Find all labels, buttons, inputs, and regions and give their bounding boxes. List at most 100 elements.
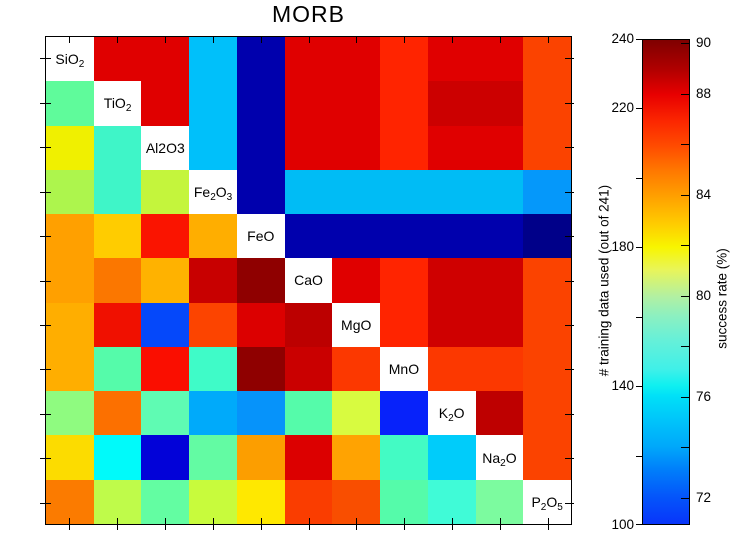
heatmap-cell xyxy=(475,37,524,82)
x-tick-bottom xyxy=(213,518,214,530)
heatmap-cell xyxy=(93,391,142,436)
heatmap-cell xyxy=(523,435,571,480)
heatmap-cell xyxy=(284,479,333,524)
heatmap-cell xyxy=(475,125,524,170)
diagonal-label-cell: CaO xyxy=(284,258,333,303)
x-tick-bottom xyxy=(117,518,118,530)
heatmap-cell xyxy=(523,125,571,170)
heatmap-cell xyxy=(46,81,94,126)
colorbar-right-tick xyxy=(681,296,689,297)
y-tick-right xyxy=(565,236,574,237)
heatmap-cell xyxy=(284,391,333,436)
heatmap-cell xyxy=(332,214,381,259)
x-tick-bottom xyxy=(356,518,357,530)
heatmap-cell xyxy=(236,435,285,480)
oxide-label: P2O5 xyxy=(531,493,563,513)
heatmap-cell xyxy=(93,125,142,170)
heatmap-cell xyxy=(475,258,524,303)
heatmap-cell xyxy=(427,214,476,259)
colorbar-right-tick xyxy=(681,245,689,246)
oxide-label: CaO xyxy=(294,272,323,289)
heatmap-cell xyxy=(189,302,237,347)
heatmap-cell xyxy=(236,479,285,524)
x-tick-bottom xyxy=(309,518,310,530)
heatmap-cell xyxy=(380,435,428,480)
heatmap-cell xyxy=(189,125,237,170)
heatmap-cell xyxy=(284,125,333,170)
oxide-label: Na2O xyxy=(482,449,517,469)
heatmap-cell xyxy=(141,37,190,82)
heatmap-cell xyxy=(141,169,190,215)
heatmap-cell xyxy=(427,479,476,524)
y-tick-right xyxy=(565,503,574,504)
heatmap-cell xyxy=(284,81,333,126)
heatmap-cell xyxy=(427,125,476,170)
heatmap-cell xyxy=(475,214,524,259)
heatmap-cell xyxy=(332,346,381,392)
x-tick-bottom xyxy=(500,518,501,530)
y-tick-left xyxy=(40,369,51,370)
heatmap-cell xyxy=(475,169,524,215)
y-tick-right xyxy=(565,414,574,415)
heatmap-cell xyxy=(332,81,381,126)
heatmap-cell xyxy=(380,391,428,436)
diagonal-label-cell: Fe2O3 xyxy=(189,169,237,215)
y-tick-left xyxy=(40,103,51,104)
heatmap-cell xyxy=(380,214,428,259)
heatmap-cell xyxy=(523,37,571,82)
x-tick-top xyxy=(117,37,118,43)
heatmap-cell xyxy=(141,435,190,480)
heatmap-cell xyxy=(141,214,190,259)
heatmap-cell xyxy=(427,346,476,392)
heatmap-cell xyxy=(189,391,237,436)
heatmap-cell xyxy=(93,214,142,259)
y-tick-right xyxy=(565,458,574,459)
diagonal-label-cell: FeO xyxy=(236,214,285,259)
x-tick-bottom xyxy=(165,518,166,530)
oxide-label: TiO2 xyxy=(103,95,132,115)
colorbar-right-tick xyxy=(681,346,689,347)
heatmap-cell xyxy=(236,125,285,170)
heatmap-cell xyxy=(93,302,142,347)
x-tick-top xyxy=(404,37,405,43)
y-tick-right xyxy=(565,369,574,370)
heatmap-cell xyxy=(189,435,237,480)
x-tick-top xyxy=(69,37,70,43)
oxide-label: K2O xyxy=(438,405,465,425)
heatmap-cell xyxy=(523,258,571,303)
y-tick-left xyxy=(40,147,51,148)
x-tick-top xyxy=(452,37,453,43)
y-tick-left xyxy=(40,281,51,282)
heatmap-cell xyxy=(284,169,333,215)
y-tick-right xyxy=(565,147,574,148)
heatmap-cell xyxy=(284,435,333,480)
colorbar-left-tick-label: 140 xyxy=(611,378,634,393)
y-tick-left xyxy=(40,503,51,504)
heatmap-cell xyxy=(236,169,285,215)
colorbar-left-tick xyxy=(636,108,643,109)
colorbar-left-tick xyxy=(636,317,643,318)
heatmap-cell xyxy=(46,302,94,347)
heatmap-cell xyxy=(380,81,428,126)
oxide-label: Fe2O3 xyxy=(193,183,233,203)
diagonal-label-cell: MgO xyxy=(332,302,381,347)
oxide-label: SiO2 xyxy=(55,51,85,71)
heatmap-cell xyxy=(189,346,237,392)
heatmap-cell xyxy=(380,479,428,524)
heatmap-cell xyxy=(523,302,571,347)
colorbar-left-axis-title: # training data used (out of 241) xyxy=(596,184,612,377)
colorbar-right-tick xyxy=(681,43,689,44)
heatmap-cell xyxy=(427,81,476,126)
heatmap-cell xyxy=(475,391,524,436)
oxide-label: MnO xyxy=(388,361,420,378)
heatmap-cell xyxy=(189,81,237,126)
heatmap-cell xyxy=(189,258,237,303)
colorbar-left-tick xyxy=(636,178,643,179)
diagonal-label-cell: SiO2 xyxy=(46,37,94,82)
colorbar-left-tick xyxy=(636,456,643,457)
heatmap-cell xyxy=(284,37,333,82)
colorbar-right-axis-title: success rate (%) xyxy=(714,248,730,349)
heatmap-cell xyxy=(93,435,142,480)
colorbar-right-tick xyxy=(681,397,689,398)
heatmap-cell xyxy=(189,214,237,259)
